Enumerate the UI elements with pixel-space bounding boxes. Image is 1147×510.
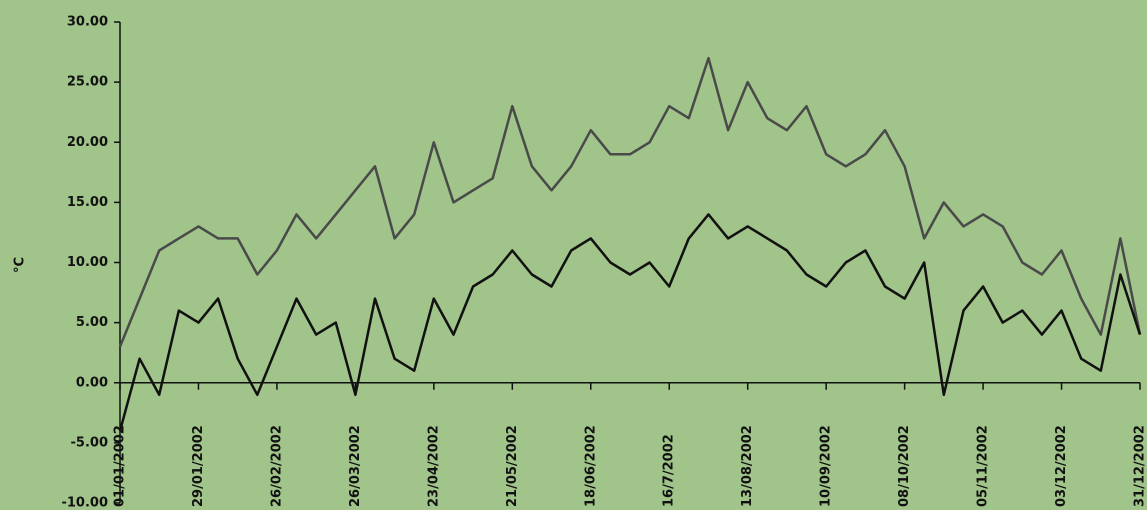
x-tick-label: 05/11/2002 <box>976 425 991 507</box>
y-tick-label: 30.00 <box>67 15 108 30</box>
x-tick-label: 16/7/2002 <box>662 434 677 507</box>
y-tick-label: 20.00 <box>67 135 108 150</box>
x-tick-label: 08/10/2002 <box>897 425 912 507</box>
y-tick-label: -5.00 <box>71 435 108 450</box>
y-tick-label: 25.00 <box>67 75 108 90</box>
y-tick-label: 10.00 <box>67 255 108 270</box>
y-axis-label: °C <box>13 257 28 273</box>
x-tick-label: 03/12/2002 <box>1054 425 1069 507</box>
x-tick-label: 31/12/2002 <box>1133 425 1147 507</box>
y-tick-label: 5.00 <box>76 315 108 330</box>
x-tick-label: 21/05/2002 <box>505 425 520 507</box>
y-tick-label: -10.00 <box>61 496 108 510</box>
x-tick-label: 10/09/2002 <box>819 425 834 507</box>
y-tick-label: 0.00 <box>76 375 108 390</box>
series-line <box>118 56 1142 348</box>
x-tick-label: 29/01/2002 <box>191 425 206 507</box>
x-tick-label: 13/08/2002 <box>740 425 755 507</box>
x-tick-label: 01/01/2002 <box>113 425 128 507</box>
series-line <box>118 213 1142 432</box>
x-tick-label: 23/04/2002 <box>426 425 441 507</box>
y-tick-label: 15.00 <box>67 195 108 210</box>
x-tick-label: 26/03/2002 <box>348 425 363 507</box>
x-tick-label: 18/06/2002 <box>583 425 598 507</box>
x-tick-label: 26/02/2002 <box>269 425 284 507</box>
